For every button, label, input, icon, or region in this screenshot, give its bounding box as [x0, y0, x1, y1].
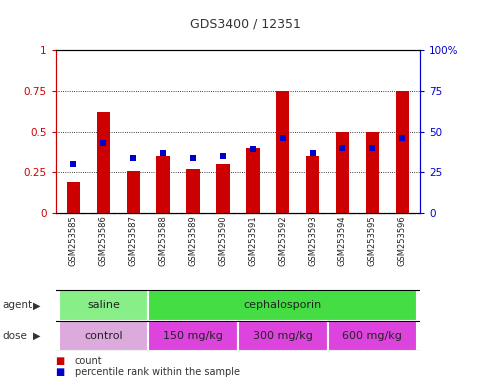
Text: GSM253593: GSM253593	[308, 215, 317, 266]
Bar	[156, 156, 170, 213]
Point	[369, 145, 376, 151]
Text: agent: agent	[2, 300, 32, 310]
Text: GDS3400 / 12351: GDS3400 / 12351	[189, 17, 300, 30]
Bar	[97, 112, 110, 213]
Bar	[276, 91, 289, 213]
Bar	[246, 148, 259, 213]
Text: count: count	[75, 356, 102, 366]
Point	[129, 155, 137, 161]
Text: percentile rank within the sample: percentile rank within the sample	[75, 367, 240, 377]
Bar	[306, 156, 319, 213]
Point	[339, 145, 346, 151]
Point	[159, 150, 167, 156]
Point	[279, 135, 286, 141]
Bar	[58, 290, 148, 321]
Text: cephalosporin: cephalosporin	[243, 300, 322, 310]
Text: GSM253587: GSM253587	[129, 215, 138, 266]
Text: dose: dose	[2, 331, 28, 341]
Text: 300 mg/kg: 300 mg/kg	[253, 331, 313, 341]
Point	[249, 146, 256, 152]
Text: control: control	[84, 331, 123, 341]
Bar	[58, 321, 148, 351]
Text: ▶: ▶	[32, 331, 40, 341]
Bar	[216, 164, 229, 213]
Text: GSM253595: GSM253595	[368, 215, 377, 266]
Text: saline: saline	[87, 300, 120, 310]
Bar	[327, 321, 417, 351]
Bar	[366, 132, 379, 213]
Text: GSM253585: GSM253585	[69, 215, 78, 266]
Text: ▶: ▶	[32, 300, 40, 310]
Text: GSM253596: GSM253596	[398, 215, 407, 266]
Text: GSM253592: GSM253592	[278, 215, 287, 266]
Text: ■: ■	[56, 356, 65, 366]
Point	[99, 140, 107, 146]
Bar	[148, 290, 417, 321]
Text: GSM253590: GSM253590	[218, 215, 227, 266]
Text: GSM253589: GSM253589	[188, 215, 198, 266]
Point	[309, 150, 316, 156]
Text: GSM253594: GSM253594	[338, 215, 347, 266]
Bar	[67, 182, 80, 213]
Point	[398, 135, 406, 141]
Bar	[127, 171, 140, 213]
Point	[70, 161, 77, 167]
Text: 600 mg/kg: 600 mg/kg	[342, 331, 402, 341]
Bar	[186, 169, 200, 213]
Text: GSM253591: GSM253591	[248, 215, 257, 266]
Text: GSM253586: GSM253586	[99, 215, 108, 266]
Bar	[238, 321, 327, 351]
Text: GSM253588: GSM253588	[158, 215, 168, 266]
Bar	[396, 91, 409, 213]
Point	[189, 155, 197, 161]
Text: 150 mg/kg: 150 mg/kg	[163, 331, 223, 341]
Point	[219, 153, 227, 159]
Text: ■: ■	[56, 367, 65, 377]
Bar	[148, 321, 238, 351]
Bar	[336, 132, 349, 213]
